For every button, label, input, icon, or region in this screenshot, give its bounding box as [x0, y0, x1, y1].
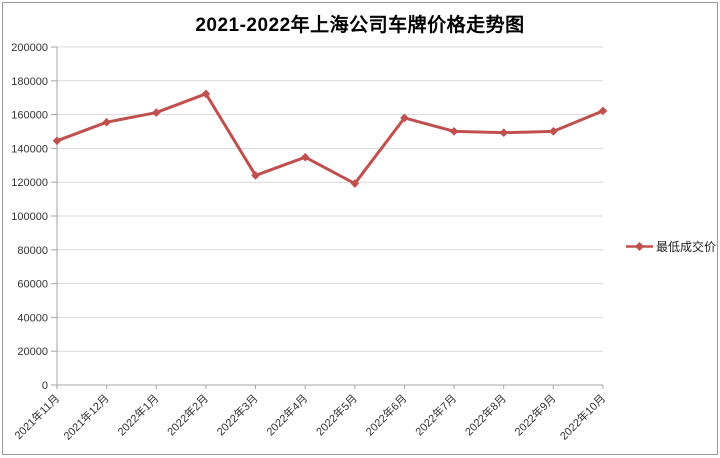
x-axis-tick-label: 2021年12月	[60, 391, 111, 442]
x-axis-tick-label: 2022年10月	[557, 391, 608, 442]
legend-series-label: 最低成交价	[656, 240, 717, 254]
y-axis-tick-label: 60000	[17, 279, 48, 291]
x-axis-tick-label: 2022年4月	[263, 391, 310, 438]
data-point-marker	[400, 113, 409, 123]
y-axis-tick-label: 40000	[17, 312, 48, 324]
y-axis-tick-label: 180000	[11, 76, 48, 88]
x-axis-tick-label: 2022年1月	[114, 391, 161, 438]
legend-line-marker-icon	[626, 242, 653, 251]
data-point-marker	[499, 128, 509, 137]
x-axis-tick-label: 2022年6月	[362, 391, 409, 438]
y-axis-tick-label: 200000	[11, 42, 48, 54]
chart-title: 2021-2022年上海公司车牌价格走势图	[195, 15, 525, 36]
data-point-marker	[251, 171, 260, 180]
y-axis-tick-label: 0	[42, 380, 48, 392]
legend: 最低成交价	[626, 239, 716, 254]
x-axis-tick-label: 2022年2月	[164, 391, 211, 438]
x-axis-tick-label: 2022年7月	[412, 391, 459, 438]
data-point-marker	[201, 89, 211, 99]
x-axis-tick-label: 2022年8月	[462, 391, 509, 438]
y-axis-tick-label: 80000	[17, 245, 48, 257]
y-axis-tick-label: 160000	[11, 110, 48, 122]
data-point-marker	[350, 179, 360, 188]
data-point-marker	[598, 106, 608, 116]
y-axis-tick-label: 20000	[17, 346, 48, 358]
y-axis-tick-label: 140000	[11, 143, 48, 155]
data-point-marker	[549, 127, 558, 136]
x-axis-tick-label: 2022年3月	[214, 391, 261, 438]
data-point-marker	[300, 152, 310, 162]
data-point-marker	[449, 127, 459, 136]
y-axis-tick-label: 100000	[11, 211, 48, 223]
data-point-marker	[151, 108, 161, 117]
data-point-marker	[52, 136, 62, 146]
x-axis-tick-label: 2022年9月	[511, 391, 558, 438]
price-trend-line	[55, 92, 605, 186]
x-axis-tick-label: 2022年5月	[313, 391, 360, 438]
y-axis-tick-label: 120000	[11, 177, 48, 189]
data-point-marker	[102, 117, 111, 127]
x-axis-tick-label: 2021年11月	[11, 391, 62, 442]
